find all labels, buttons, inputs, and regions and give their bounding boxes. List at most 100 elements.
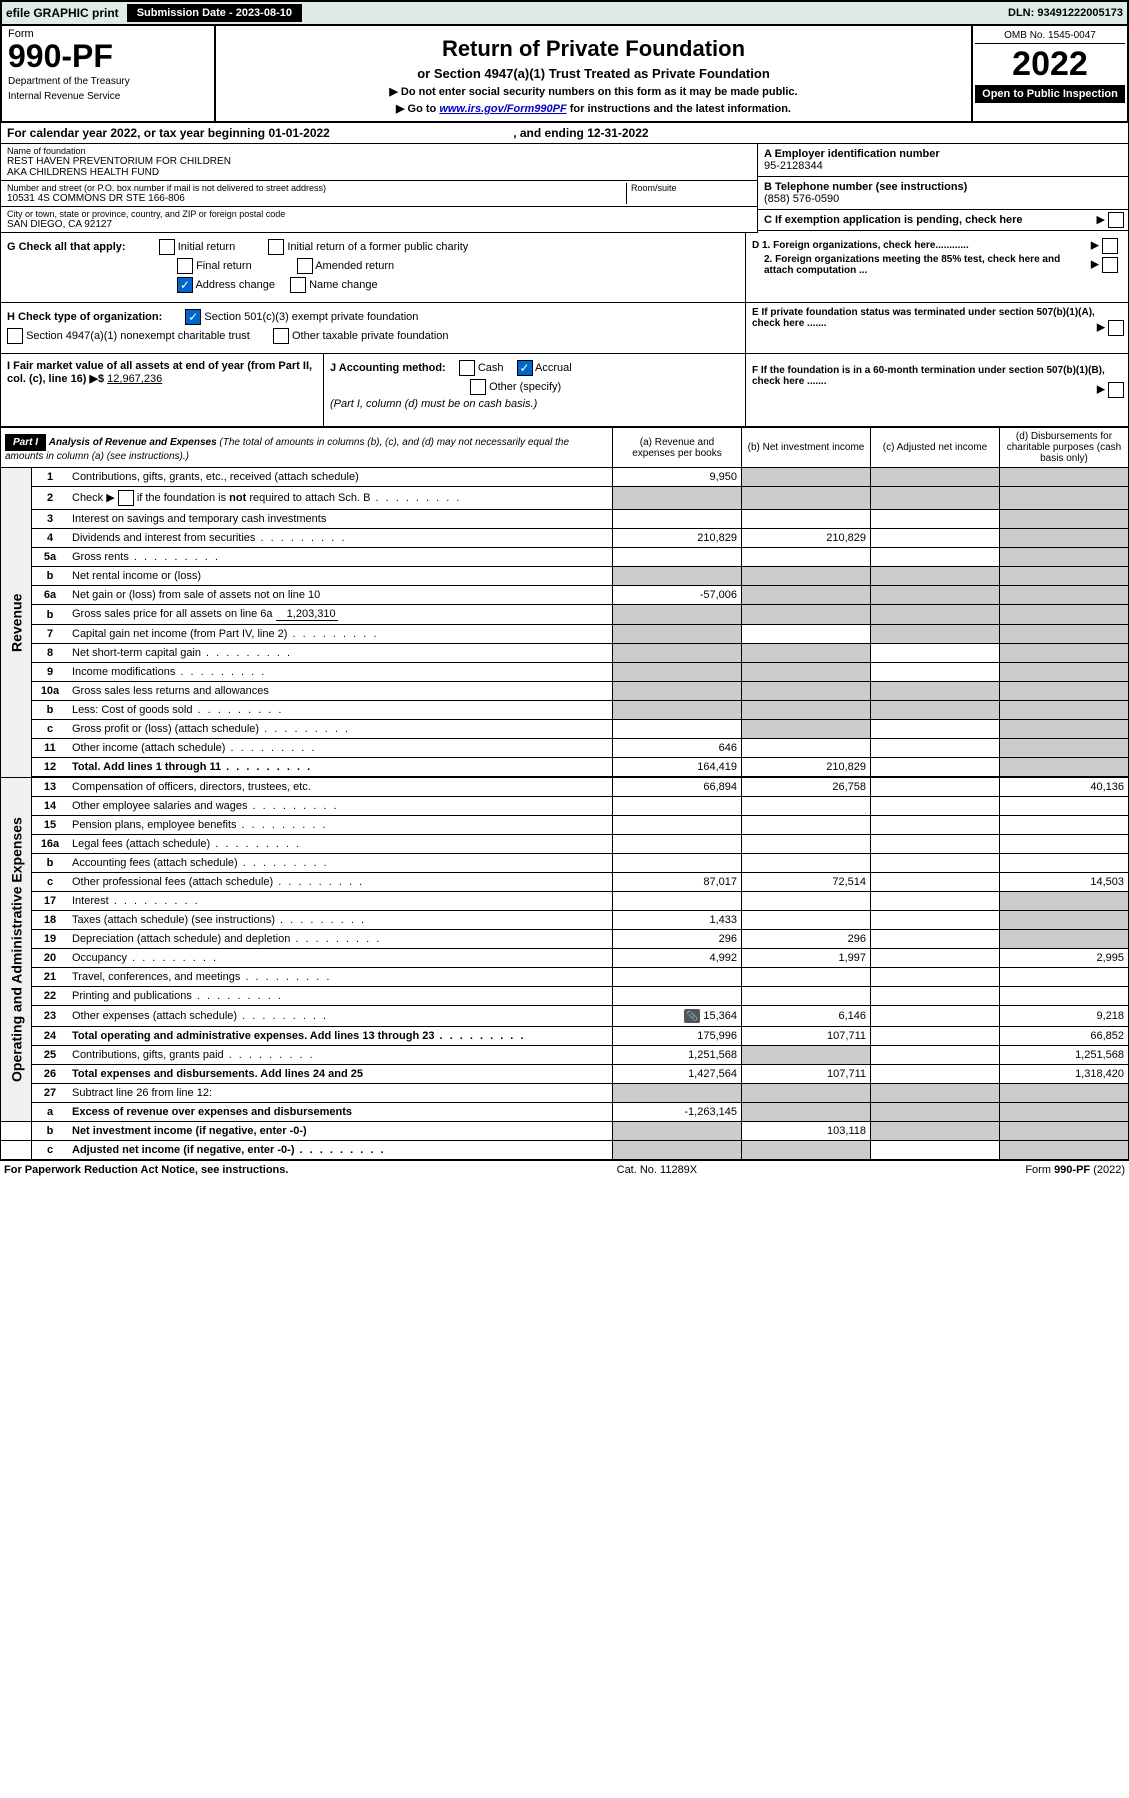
l27-desc: Subtract line 26 from line 12: xyxy=(68,1084,613,1103)
line-8: 8Net short-term capital gain xyxy=(1,644,1129,663)
initial-former-check[interactable] xyxy=(268,239,284,255)
l25-desc: Contributions, gifts, grants paid xyxy=(72,1049,224,1061)
l20-desc: Occupancy xyxy=(72,952,127,964)
part1-header-row: Part I Analysis of Revenue and Expenses … xyxy=(1,428,1129,468)
cal-mid: , and ending xyxy=(513,126,587,140)
l11-desc: Other income (attach schedule) xyxy=(72,742,225,754)
line-10c: cGross profit or (loss) (attach schedule… xyxy=(1,720,1129,739)
col-d-header: (d) Disbursements for charitable purpose… xyxy=(1000,428,1129,468)
omb-number: OMB No. 1545-0047 xyxy=(975,28,1125,44)
part1-label: Part I xyxy=(5,434,46,451)
l16c-d: 14,503 xyxy=(1000,873,1129,892)
l4-a: 210,829 xyxy=(613,529,742,548)
line-1: Revenue 1 Contributions, gifts, grants, … xyxy=(1,468,1129,487)
note-post: for instructions and the latest informat… xyxy=(567,103,791,115)
form-header: Form 990-PF Department of the Treasury I… xyxy=(0,26,1129,123)
d1-label: D 1. Foreign organizations, check here..… xyxy=(752,240,969,251)
attach-icon[interactable]: 📎 xyxy=(684,1009,700,1023)
name-change: Name change xyxy=(309,279,378,291)
line-4: 4Dividends and interest from securities2… xyxy=(1,529,1129,548)
d1-check[interactable] xyxy=(1102,238,1118,254)
footer-right: Form 990-PF (2022) xyxy=(1025,1164,1125,1176)
cal-end: 12-31-2022 xyxy=(587,126,648,140)
amended-check[interactable] xyxy=(297,258,313,274)
initial-return: Initial return xyxy=(178,241,235,253)
e-check[interactable] xyxy=(1108,320,1124,336)
line-6b: bGross sales price for all assets on lin… xyxy=(1,605,1129,625)
other-method-check[interactable] xyxy=(470,379,486,395)
l1-a: 9,950 xyxy=(613,468,742,487)
line-24: 24Total operating and administrative exp… xyxy=(1,1027,1129,1046)
c-checkbox[interactable] xyxy=(1108,212,1124,228)
initial-return-check[interactable] xyxy=(159,239,175,255)
line-10b: bLess: Cost of goods sold xyxy=(1,701,1129,720)
l6b-val: 1,203,310 xyxy=(276,608,338,621)
l24-a: 175,996 xyxy=(613,1027,742,1046)
4947-check[interactable] xyxy=(7,328,23,344)
l7-desc: Capital gain net income (from Part IV, l… xyxy=(72,628,287,640)
room-label: Room/suite xyxy=(631,183,751,193)
line-7: 7Capital gain net income (from Part IV, … xyxy=(1,625,1129,644)
l16c-a: 87,017 xyxy=(613,873,742,892)
l10c-desc: Gross profit or (loss) (attach schedule) xyxy=(72,723,259,735)
addr-label: Number and street (or P.O. box number if… xyxy=(7,183,626,193)
l25-d: 1,251,568 xyxy=(1000,1046,1129,1065)
address-change: Address change xyxy=(195,279,275,291)
line-19: 19Depreciation (attach schedule) and dep… xyxy=(1,930,1129,949)
l8-desc: Net short-term capital gain xyxy=(72,647,201,659)
line-11: 11Other income (attach schedule)646 xyxy=(1,739,1129,758)
ij-left: I Fair market value of all assets at end… xyxy=(1,354,745,426)
address: 10531 4S COMMONS DR STE 166-806 xyxy=(7,193,626,204)
l24-desc: Total operating and administrative expen… xyxy=(72,1030,434,1042)
efile-label[interactable]: efile GRAPHIC print xyxy=(6,6,119,20)
l2-desc: Check ▶ if the foundation is not require… xyxy=(72,492,370,504)
501c3-check[interactable]: ✓ xyxy=(185,309,201,325)
form-link[interactable]: www.irs.gov/Form990PF xyxy=(439,103,566,115)
line-27: 27Subtract line 26 from line 12: xyxy=(1,1084,1129,1103)
l13-d: 40,136 xyxy=(1000,778,1129,797)
other-taxable-check[interactable] xyxy=(273,328,289,344)
line-10a: 10aGross sales less returns and allowanc… xyxy=(1,682,1129,701)
f-label: F If the foundation is in a 60-month ter… xyxy=(752,365,1122,415)
open-public: Open to Public Inspection xyxy=(975,85,1125,103)
footer: For Paperwork Reduction Act Notice, see … xyxy=(0,1160,1129,1179)
foundation-name-1: REST HAVEN PREVENTORIUM FOR CHILDREN xyxy=(7,156,751,167)
dept-treasury: Department of the Treasury xyxy=(8,76,208,87)
accrual: Accrual xyxy=(535,362,572,374)
accrual-check[interactable]: ✓ xyxy=(517,360,533,376)
form-subtitle: or Section 4947(a)(1) Trust Treated as P… xyxy=(222,66,965,81)
4947: Section 4947(a)(1) nonexempt charitable … xyxy=(26,330,250,342)
col-c-header: (c) Adjusted net income xyxy=(871,428,1000,468)
l21-desc: Travel, conferences, and meetings xyxy=(72,971,240,983)
line-23: 23Other expenses (attach schedule)📎 15,3… xyxy=(1,1006,1129,1027)
foundation-name-2: AKA CHILDRENS HEALTH FUND xyxy=(7,167,751,178)
col-b-header: (b) Net investment income xyxy=(742,428,871,468)
other-taxable: Other taxable private foundation xyxy=(292,330,449,342)
address-change-check[interactable]: ✓ xyxy=(177,277,193,293)
l20-a: 4,992 xyxy=(613,949,742,968)
name-change-check[interactable] xyxy=(290,277,306,293)
d2-check[interactable] xyxy=(1102,257,1118,273)
g-label: G Check all that apply: xyxy=(7,241,126,253)
h-section: H Check type of organization: ✓ Section … xyxy=(0,303,1129,354)
line-3: 3Interest on savings and temporary cash … xyxy=(1,510,1129,529)
l27b-desc: Net investment income (if negative, ente… xyxy=(72,1125,307,1137)
l16a-desc: Legal fees (attach schedule) xyxy=(72,838,210,850)
final-return-check[interactable] xyxy=(177,258,193,274)
cash-check[interactable] xyxy=(459,360,475,376)
l22-desc: Printing and publications xyxy=(72,990,192,1002)
header-left: Form 990-PF Department of the Treasury I… xyxy=(2,26,216,121)
f-check[interactable] xyxy=(1108,382,1124,398)
l10b-desc: Less: Cost of goods sold xyxy=(72,704,192,716)
line-27a: aExcess of revenue over expenses and dis… xyxy=(1,1103,1129,1122)
city: SAN DIEGO, CA 92127 xyxy=(7,219,751,230)
calendar-year-row: For calendar year 2022, or tax year begi… xyxy=(0,123,1129,144)
l6a-desc: Net gain or (loss) from sale of assets n… xyxy=(68,586,613,605)
schb-check[interactable] xyxy=(118,490,134,506)
line-2: 2 Check ▶ if the foundation is not requi… xyxy=(1,487,1129,510)
form-number: 990-PF xyxy=(8,40,208,72)
l23-a: 15,364 xyxy=(703,1010,737,1022)
l12-b: 210,829 xyxy=(742,758,871,777)
e-section: E If private foundation status was termi… xyxy=(745,303,1128,353)
cash: Cash xyxy=(478,362,504,374)
